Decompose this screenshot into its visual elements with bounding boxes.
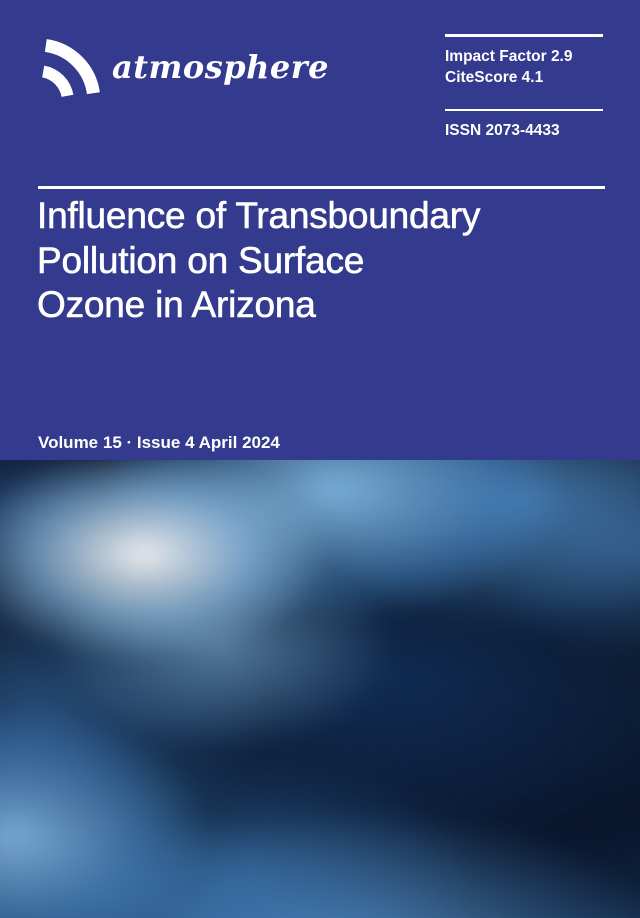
issn: ISSN 2073-4433 (445, 122, 560, 139)
title-divider (38, 186, 605, 189)
impact-factor: Impact Factor 2.9 (445, 47, 573, 65)
cover-header: atmosphere Impact Factor 2.9 CiteScore 4… (36, 34, 605, 452)
title-line-1: Influence of Transboundary (37, 195, 481, 237)
atmosphere-logo-icon (41, 39, 100, 98)
cloud-background (0, 460, 640, 918)
issn-divider (445, 108, 603, 111)
journal-name: atmosphere (112, 48, 329, 86)
title-line-3: Ozone in Arizona (37, 284, 316, 326)
volume-issue: Volume 15 · Issue 4 April 2024 (38, 433, 280, 452)
title-line-2: Pollution on Surface (37, 239, 365, 281)
metrics-divider (445, 34, 603, 37)
citescore: CiteScore 4.1 (445, 68, 544, 86)
cover-title: Influence of Transboundary Pollution on … (37, 194, 481, 328)
journal-metrics: Impact Factor 2.9 CiteScore 4.1 ISSN 207… (445, 34, 603, 141)
cover-artwork: Surface Ozone O₃ (ppb) 05010012345678910… (0, 460, 640, 918)
